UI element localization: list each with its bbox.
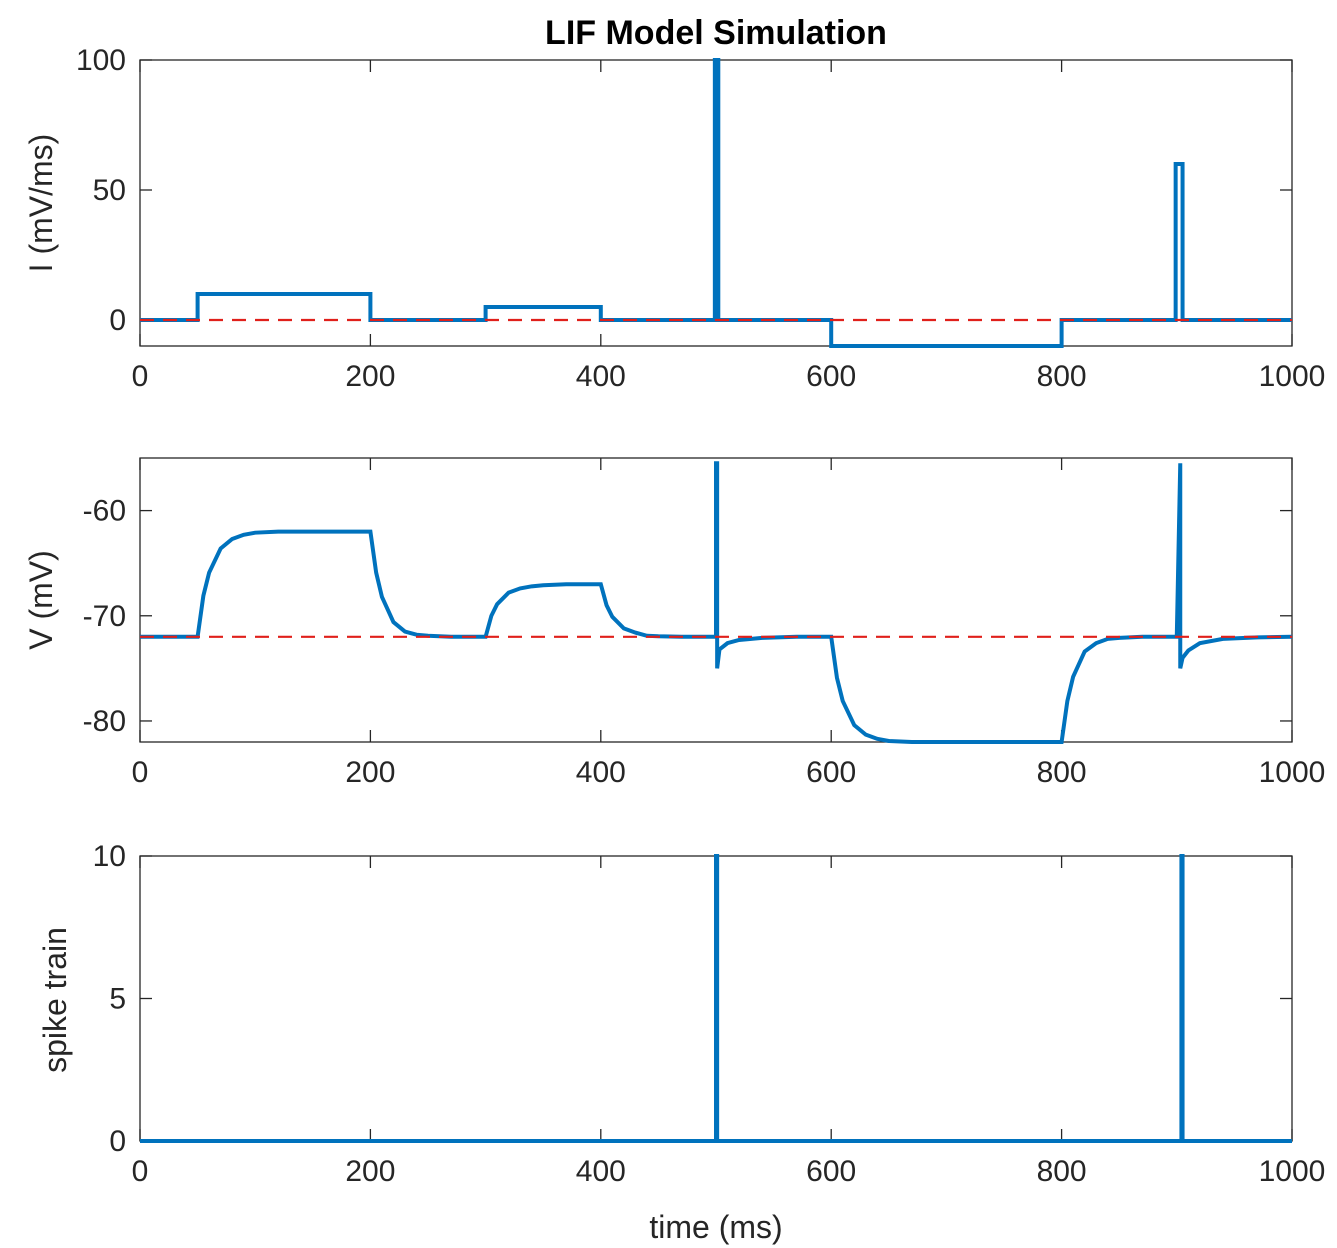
spike-xtick-label: 1000 [1259,1155,1326,1188]
voltage-xtick-label: 600 [806,756,856,789]
current-ylabel: I (mV/ms) [23,134,59,273]
current-ytick-label: 0 [109,304,126,337]
current-series-line [140,58,1292,348]
voltage-ytick-label: -80 [83,705,126,738]
voltage-xtick-label: 400 [576,756,626,789]
chart-title: LIF Model Simulation [545,14,887,52]
voltage-xtick-label: 800 [1037,756,1087,789]
spike-axes: 0 200 400 600 800 1000 0 5 10 [93,840,1326,1188]
voltage-ytick-label: -60 [83,495,126,528]
spike-ytick-label: 5 [109,983,126,1016]
voltage-ylabel: V (mV) [23,550,59,650]
spike-ylabel: spike train [37,927,73,1073]
spike-ytick-label: 10 [93,840,126,873]
spike-xtick-label: 400 [576,1155,626,1188]
current-xtick-label: 400 [576,360,626,393]
current-ytick-label: 50 [93,174,126,207]
spike-ytick-label: 0 [109,1125,126,1158]
voltage-ytick-label: -70 [83,600,126,633]
current-xtick-label: 600 [806,360,856,393]
voltage-xtick-label: 0 [132,756,149,789]
current-xtick-label: 800 [1037,360,1087,393]
voltage-xtick-label: 200 [345,756,395,789]
current-xtick-label: 1000 [1259,360,1326,393]
spike-series-line [140,854,1292,1143]
time-xlabel: time (ms) [649,1209,782,1245]
current-ytick-label: 100 [76,44,126,77]
spike-xtick-label: 0 [132,1155,149,1188]
voltage-xtick-label: 1000 [1259,756,1326,789]
current-xtick-label: 200 [345,360,395,393]
spike-xtick-label: 200 [345,1155,395,1188]
current-axes: 0 200 400 600 800 1000 0 50 100 [76,44,1325,393]
spike-xtick-label: 600 [806,1155,856,1188]
current-xtick-label: 0 [132,360,149,393]
voltage-plot-frame [139,457,1293,743]
spike-xtick-label: 800 [1037,1155,1087,1188]
voltage-axes: 0 200 400 600 800 1000 -80 -70 -60 [83,457,1326,789]
voltage-series-line [140,461,1293,744]
